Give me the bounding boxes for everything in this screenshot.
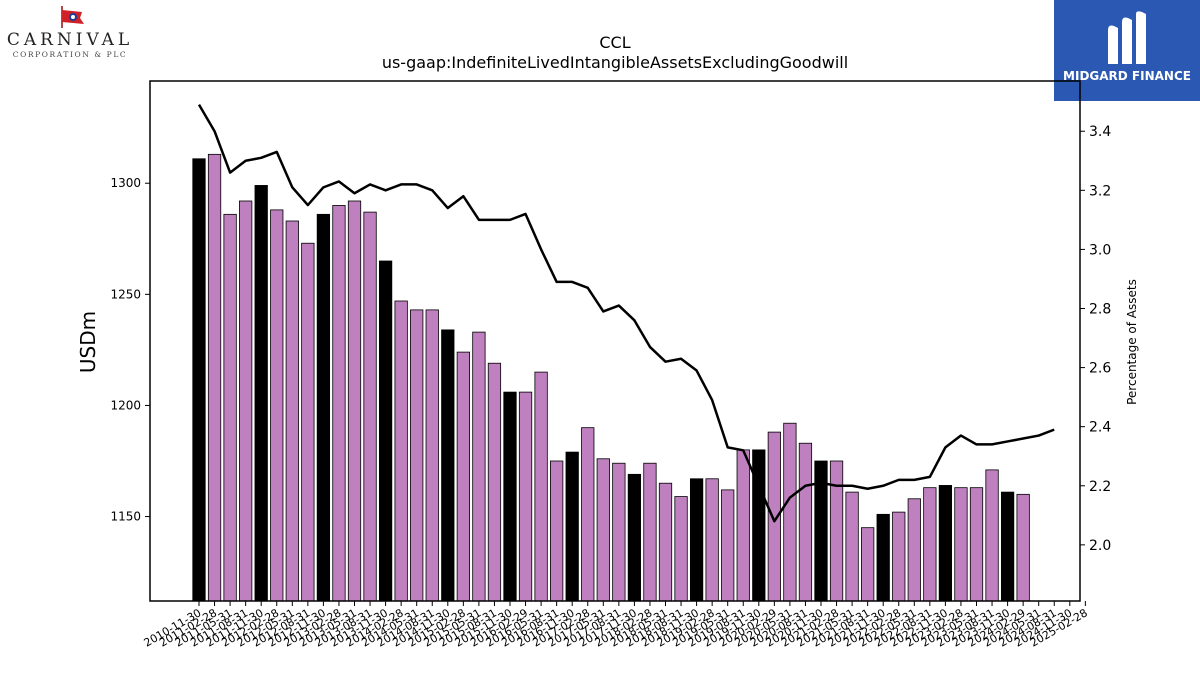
bar: [798, 442, 813, 602]
bar: [627, 473, 642, 602]
bar: [643, 462, 657, 602]
bar: [892, 511, 906, 602]
bar: [752, 449, 766, 602]
percentage-line-series: [197, 104, 1055, 523]
bar: [674, 496, 688, 602]
midgard-finance-logo: MIDGARD FINANCE: [1054, 0, 1200, 101]
plot-frame: [149, 80, 1081, 602]
bar: [596, 458, 610, 602]
bar: [861, 527, 875, 602]
bar: [689, 478, 704, 602]
bar: [1016, 493, 1030, 602]
y2-tick-label: 2.2: [1089, 479, 1111, 495]
bar: [581, 427, 595, 602]
bar: [410, 309, 424, 602]
bar: [534, 371, 548, 602]
y-tick-label: 1150: [110, 510, 141, 524]
bar: [518, 391, 533, 602]
y2-tick-label: 3.4: [1089, 124, 1111, 140]
bar: [487, 362, 502, 602]
bar: [783, 422, 797, 602]
bar: [347, 200, 362, 602]
bar: [394, 300, 408, 602]
y-tick-label: 1300: [110, 176, 141, 190]
bar: [1000, 491, 1015, 602]
bar: [923, 487, 937, 602]
bar: [316, 213, 331, 602]
y2-tick-label: 2.8: [1089, 302, 1111, 318]
midgard-mark-icon: [1108, 11, 1146, 65]
bar: [503, 391, 517, 602]
y-tick-label: 1250: [110, 287, 141, 301]
bar: [270, 209, 284, 602]
midgard-finance-name: MIDGARD FINANCE: [1063, 69, 1191, 83]
carnival-logo-name: CARNIVAL: [6, 30, 134, 50]
y2-tick-label: 2.6: [1089, 361, 1111, 377]
y-axis-label: USDm: [76, 311, 100, 373]
bar: [721, 489, 735, 602]
bar: [736, 449, 750, 602]
bar-series: [192, 153, 1030, 602]
bar: [301, 242, 315, 602]
bar: [285, 220, 299, 602]
percentage-line: [197, 104, 1055, 523]
bar: [954, 487, 968, 602]
y2-axis-label: Percentage of Assets: [1125, 279, 1139, 405]
bar: [441, 329, 455, 602]
axes: 1150 1200 1250 1300 2.0 2.2 2.4 2.6 2.8 3.0 3.2 3.4…: [110, 80, 1111, 650]
chart-title: CCL: [599, 33, 630, 52]
bar: [938, 485, 953, 602]
bar: [985, 469, 999, 602]
y2-tick-label: 2.4: [1089, 420, 1111, 436]
carnival-flag-icon: [61, 6, 84, 28]
bar: [550, 460, 564, 602]
bar: [829, 460, 844, 602]
carnival-logo: CARNIVAL CORPORATION & PLC: [4, 4, 144, 60]
bar: [705, 478, 719, 602]
carnival-logo-subtitle: CORPORATION & PLC: [12, 50, 128, 59]
y2-tick-label: 3.0: [1089, 242, 1111, 258]
y-tick-label: 1200: [110, 398, 141, 412]
bar: [207, 153, 222, 602]
bar: [378, 260, 393, 602]
y2-tick-label: 3.2: [1089, 183, 1111, 199]
bar: [969, 487, 984, 602]
bar: [239, 200, 253, 602]
y2-tick-label: 2.0: [1089, 538, 1111, 554]
bar: [192, 158, 206, 602]
bar: [254, 185, 268, 602]
bar: [332, 205, 346, 602]
bar: [425, 309, 439, 602]
bar: [612, 462, 626, 602]
bar: [845, 491, 859, 602]
bar: [472, 331, 486, 602]
bar: [456, 351, 470, 602]
bar: [363, 211, 377, 602]
bar: [876, 513, 890, 602]
bar: [658, 482, 673, 602]
chart-subtitle: us-gaap:IndefiniteLivedIntangibleAssetsE…: [382, 53, 848, 72]
bar: [223, 213, 237, 602]
bar: [907, 498, 921, 602]
bar: [565, 451, 579, 602]
